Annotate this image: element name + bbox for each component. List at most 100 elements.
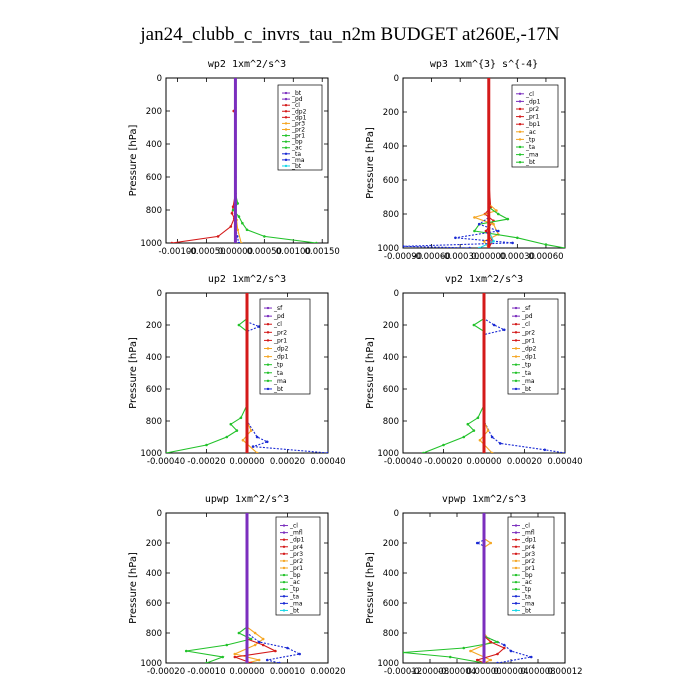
panel-4: vp2 1xm^2/s^3 Pressure [hPa] 0 200 400 600 800… xyxy=(365,274,583,467)
x-tick-label: 0.00040 xyxy=(547,457,582,467)
y-tick-label: 0 xyxy=(394,289,399,299)
series-marker xyxy=(257,658,261,662)
legend-entry: _ma xyxy=(525,152,539,159)
series-marker xyxy=(496,229,500,233)
series-marker xyxy=(326,451,328,453)
series-marker xyxy=(274,649,277,653)
legend-entry: _pr2 xyxy=(521,329,535,336)
series-marker xyxy=(489,541,493,545)
series-marker xyxy=(496,652,499,656)
series-marker xyxy=(235,429,239,432)
legend-entry: _dp1 xyxy=(289,537,305,544)
y-tick-label: 1000 xyxy=(140,239,162,249)
legend-marker xyxy=(282,609,286,612)
series-marker xyxy=(462,435,466,439)
legend-entry: _ta xyxy=(525,144,535,151)
legend-marker xyxy=(514,609,518,612)
x-tick-label: 0.00030 xyxy=(500,252,535,262)
panel-title: vp2 1xm^2/s^3 xyxy=(445,274,523,285)
x-tick-label: -0.00090 xyxy=(384,252,422,262)
y-tick-label: 800 xyxy=(383,210,399,220)
x-tick-label: -0.00040 xyxy=(384,457,422,467)
series-marker xyxy=(278,661,281,663)
series-marker xyxy=(237,323,241,327)
y-tick-label: 0 xyxy=(394,74,399,84)
series-marker xyxy=(265,658,269,662)
legend-marker xyxy=(514,580,518,584)
legend-marker xyxy=(518,130,522,133)
legend-entry: _ma xyxy=(521,600,535,607)
legend-marker xyxy=(514,331,518,334)
legend-marker xyxy=(284,152,288,156)
series-marker xyxy=(469,649,472,653)
legend-entry: _pr2 xyxy=(521,558,535,565)
x-tick-label: -0.00060 xyxy=(412,252,450,262)
legend-marker xyxy=(282,602,286,605)
series-marker xyxy=(476,416,480,420)
series-marker xyxy=(496,661,499,663)
legend-entry: _bp xyxy=(289,572,301,579)
y-axis-label: Pressure [hPa] xyxy=(128,552,139,624)
series-marker xyxy=(251,445,255,448)
legend-entry: _cl xyxy=(289,523,298,530)
x-tick-label: 0.00050 xyxy=(247,247,282,257)
legend-entry: _cl xyxy=(521,523,530,530)
series-marker xyxy=(484,229,488,233)
x-tick-label: -0.00020 xyxy=(147,667,185,677)
y-tick-label: 400 xyxy=(383,142,399,152)
legend-marker xyxy=(284,128,288,131)
series-marker xyxy=(403,651,405,654)
legend-marker xyxy=(266,331,270,334)
panel-title: up2 1xm^2/s^3 xyxy=(208,274,286,285)
series-marker xyxy=(255,451,259,453)
legend-entry: _pd xyxy=(521,313,533,320)
panel-title: upwp 1xm^2/s^3 xyxy=(205,494,289,505)
series-marker xyxy=(239,416,243,420)
y-tick-label: 400 xyxy=(383,353,399,363)
legend-marker xyxy=(284,103,288,107)
series-marker xyxy=(233,655,237,659)
series-marker xyxy=(516,236,519,240)
legend-entry: _pr3 xyxy=(521,551,535,558)
series-marker xyxy=(490,435,494,439)
panel-5: upwp 1xm^2/s^3 Pressure [hPa] 0 200 400 600 80… xyxy=(128,494,346,677)
legend-marker xyxy=(266,387,270,391)
legend-marker xyxy=(284,122,288,125)
legend-marker xyxy=(282,566,286,570)
legend-marker xyxy=(514,379,518,383)
y-axis-label: Pressure [hPa] xyxy=(128,337,139,409)
legend-entry: _pr1 xyxy=(273,337,287,344)
series-group xyxy=(166,293,328,453)
legend-entry: _mfl xyxy=(289,530,303,537)
legend-entry: _tp xyxy=(521,362,531,369)
series-marker xyxy=(466,422,470,426)
x-tick-label: 0.00010 xyxy=(270,667,305,677)
legend-entry: _ta xyxy=(273,370,283,377)
series-line-ta xyxy=(403,78,513,248)
legend-marker xyxy=(282,559,286,563)
legend-marker xyxy=(266,339,270,342)
legend-entry: _ac xyxy=(525,129,536,136)
series-marker xyxy=(233,652,237,656)
legend-entry: _pr4 xyxy=(521,544,535,551)
legend-entry: _pr2 xyxy=(291,127,305,134)
legend-marker xyxy=(282,573,286,577)
series-marker xyxy=(261,637,265,641)
legend-marker xyxy=(284,164,288,168)
legend-entry: _dp2 xyxy=(521,346,537,353)
y-tick-label: 600 xyxy=(383,176,399,186)
series-marker xyxy=(184,649,188,653)
legend-marker xyxy=(518,115,522,118)
series-group xyxy=(170,78,318,243)
x-tick-label: 0.00004 xyxy=(493,667,528,677)
series-marker xyxy=(231,205,235,208)
series-marker xyxy=(403,245,405,248)
x-tick-label: -0.00010 xyxy=(187,667,225,677)
series-marker xyxy=(205,661,208,663)
series-marker xyxy=(563,451,565,453)
legend-entry: _ma xyxy=(289,600,303,607)
legend-entry: _bt xyxy=(291,90,302,97)
series-marker xyxy=(489,658,493,662)
series-marker xyxy=(486,429,490,432)
series-marker xyxy=(237,241,241,243)
